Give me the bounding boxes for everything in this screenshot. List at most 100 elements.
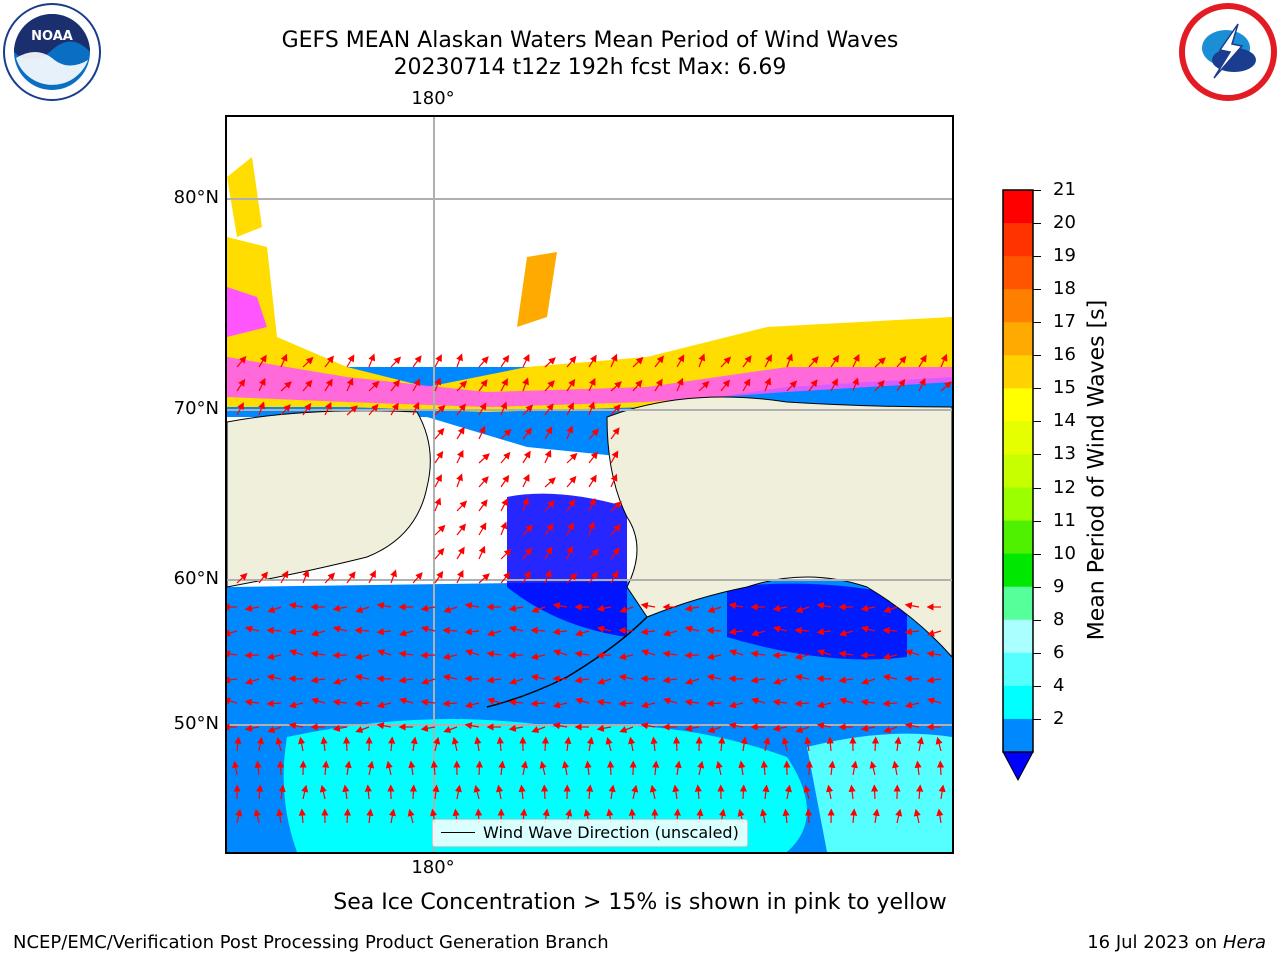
wave-direction-arrow	[256, 784, 264, 800]
wave-direction-arrow	[368, 380, 380, 392]
wave-direction-arrow	[662, 629, 678, 637]
map-panel	[225, 115, 954, 854]
wave-direction-arrow	[610, 570, 619, 584]
wave-direction-arrow	[354, 653, 370, 661]
colorbar-cell	[1003, 652, 1033, 687]
wave-direction-arrow	[236, 572, 248, 584]
wave-direction-arrow	[522, 497, 529, 512]
wave-direction-arrow	[500, 378, 508, 392]
wave-direction-arrow	[750, 697, 766, 705]
wave-direction-arrow	[916, 736, 924, 752]
wave-direction-arrow	[610, 450, 619, 464]
wave-direction-arrow	[434, 377, 442, 392]
wave-direction-arrow	[478, 402, 487, 416]
wave-direction-arrow	[874, 357, 886, 368]
wave-direction-arrow	[385, 760, 393, 776]
sea-ice-zone	[227, 237, 952, 412]
wave-direction-arrow	[456, 546, 465, 560]
wave-direction-arrow	[728, 722, 744, 730]
wave-direction-arrow	[794, 626, 810, 635]
wave-direction-arrow	[861, 677, 876, 685]
wave-direction-arrow	[662, 697, 678, 705]
wave-direction-arrow	[442, 673, 458, 681]
wave-direction-arrow	[478, 476, 489, 488]
wave-direction-arrow	[278, 784, 286, 800]
wave-direction-arrow	[610, 547, 620, 560]
wave-direction-arrow	[368, 570, 376, 584]
wave-direction-arrow	[896, 355, 907, 368]
colorbar-tick-mark	[1033, 718, 1041, 720]
lon-label-bottom: 180°	[411, 857, 455, 878]
wave-direction-arrow	[508, 604, 524, 612]
wave-direction-arrow	[926, 676, 942, 684]
colorbar-tick-label: 11	[1053, 509, 1076, 531]
wave-direction-arrow	[407, 808, 415, 824]
wave-direction-arrow	[478, 356, 489, 368]
wave-direction-arrow	[892, 760, 900, 776]
wave-direction-arrow	[936, 808, 944, 824]
wave-direction-arrow	[895, 808, 903, 824]
wave-direction-arrow	[764, 377, 772, 392]
wave-direction-arrow	[848, 784, 856, 800]
wave-direction-arrow	[530, 626, 546, 635]
wave-direction-arrow	[302, 379, 313, 392]
wave-direction-arrow	[816, 602, 832, 610]
wave-direction-arrow	[913, 808, 921, 824]
wave-direction-arrow	[443, 606, 458, 613]
wave-direction-arrow	[729, 649, 744, 657]
wave-direction-arrow	[720, 379, 731, 392]
wave-direction-arrow	[390, 356, 402, 368]
wave-direction-arrow	[566, 425, 574, 440]
chart-subtitle: 20230714 t12z 192h fcst Max: 6.69	[393, 55, 787, 80]
wave-direction-arrow	[728, 628, 744, 636]
wave-direction-arrow	[544, 426, 553, 440]
wave-direction-arrow	[474, 736, 482, 752]
colorbar-cell	[1003, 190, 1033, 224]
wave-direction-arrow	[227, 676, 238, 684]
colorbar-cell	[1003, 322, 1033, 356]
wave-direction-arrow	[420, 604, 436, 612]
wave-direction-arrow	[618, 626, 634, 635]
wave-direction-arrow	[456, 403, 467, 416]
wave-direction-arrow	[750, 650, 766, 658]
wave-direction-arrow	[826, 736, 834, 752]
wave-direction-arrow	[610, 381, 622, 392]
wave-direction-arrow	[280, 404, 291, 416]
wave-direction-arrow	[288, 722, 304, 730]
wave-direction-arrow	[464, 722, 480, 730]
wave-direction-arrow	[738, 760, 746, 776]
colorbar-tick-mark	[1033, 421, 1041, 423]
wave-direction-arrow	[332, 698, 348, 706]
wave-direction-arrow	[464, 701, 480, 709]
wave-direction-arrow	[882, 653, 898, 661]
wave-direction-arrow	[354, 699, 370, 708]
colorbar-tick-mark	[1033, 685, 1041, 687]
colorbar-tick-label: 10	[1053, 542, 1076, 564]
wave-direction-arrow	[409, 784, 417, 800]
wave-direction-arrow	[662, 650, 678, 658]
wave-direction-arrow	[456, 449, 464, 464]
wave-direction-arrow	[610, 501, 622, 512]
wave-direction-arrow	[500, 474, 510, 488]
wave-direction-arrow	[508, 698, 524, 706]
wave-direction-arrow	[631, 784, 639, 800]
wave-direction-arrow	[618, 653, 634, 661]
wave-direction-arrow	[302, 569, 310, 584]
wave-direction-arrow	[478, 425, 486, 440]
colorbar-tick-label: 13	[1053, 443, 1076, 465]
wave-direction-arrow	[266, 626, 282, 635]
colorbar-tick-label: 14	[1053, 410, 1076, 432]
wave-direction-arrow	[443, 726, 458, 733]
wave-direction-arrow	[588, 521, 595, 536]
wave-direction-arrow	[475, 760, 483, 776]
wave-direction-arrow	[544, 500, 555, 512]
lat-label-50: 50°N	[173, 713, 219, 734]
wave-direction-arrow	[496, 736, 504, 752]
wave-direction-arrow	[850, 760, 858, 776]
colorbar-cell	[1003, 454, 1033, 489]
wave-direction-arrow	[698, 380, 710, 392]
wave-direction-arrow	[518, 784, 526, 800]
wave-direction-arrow	[408, 760, 416, 776]
wave-direction-arrow	[302, 356, 314, 368]
wave-direction-arrow	[566, 378, 576, 392]
